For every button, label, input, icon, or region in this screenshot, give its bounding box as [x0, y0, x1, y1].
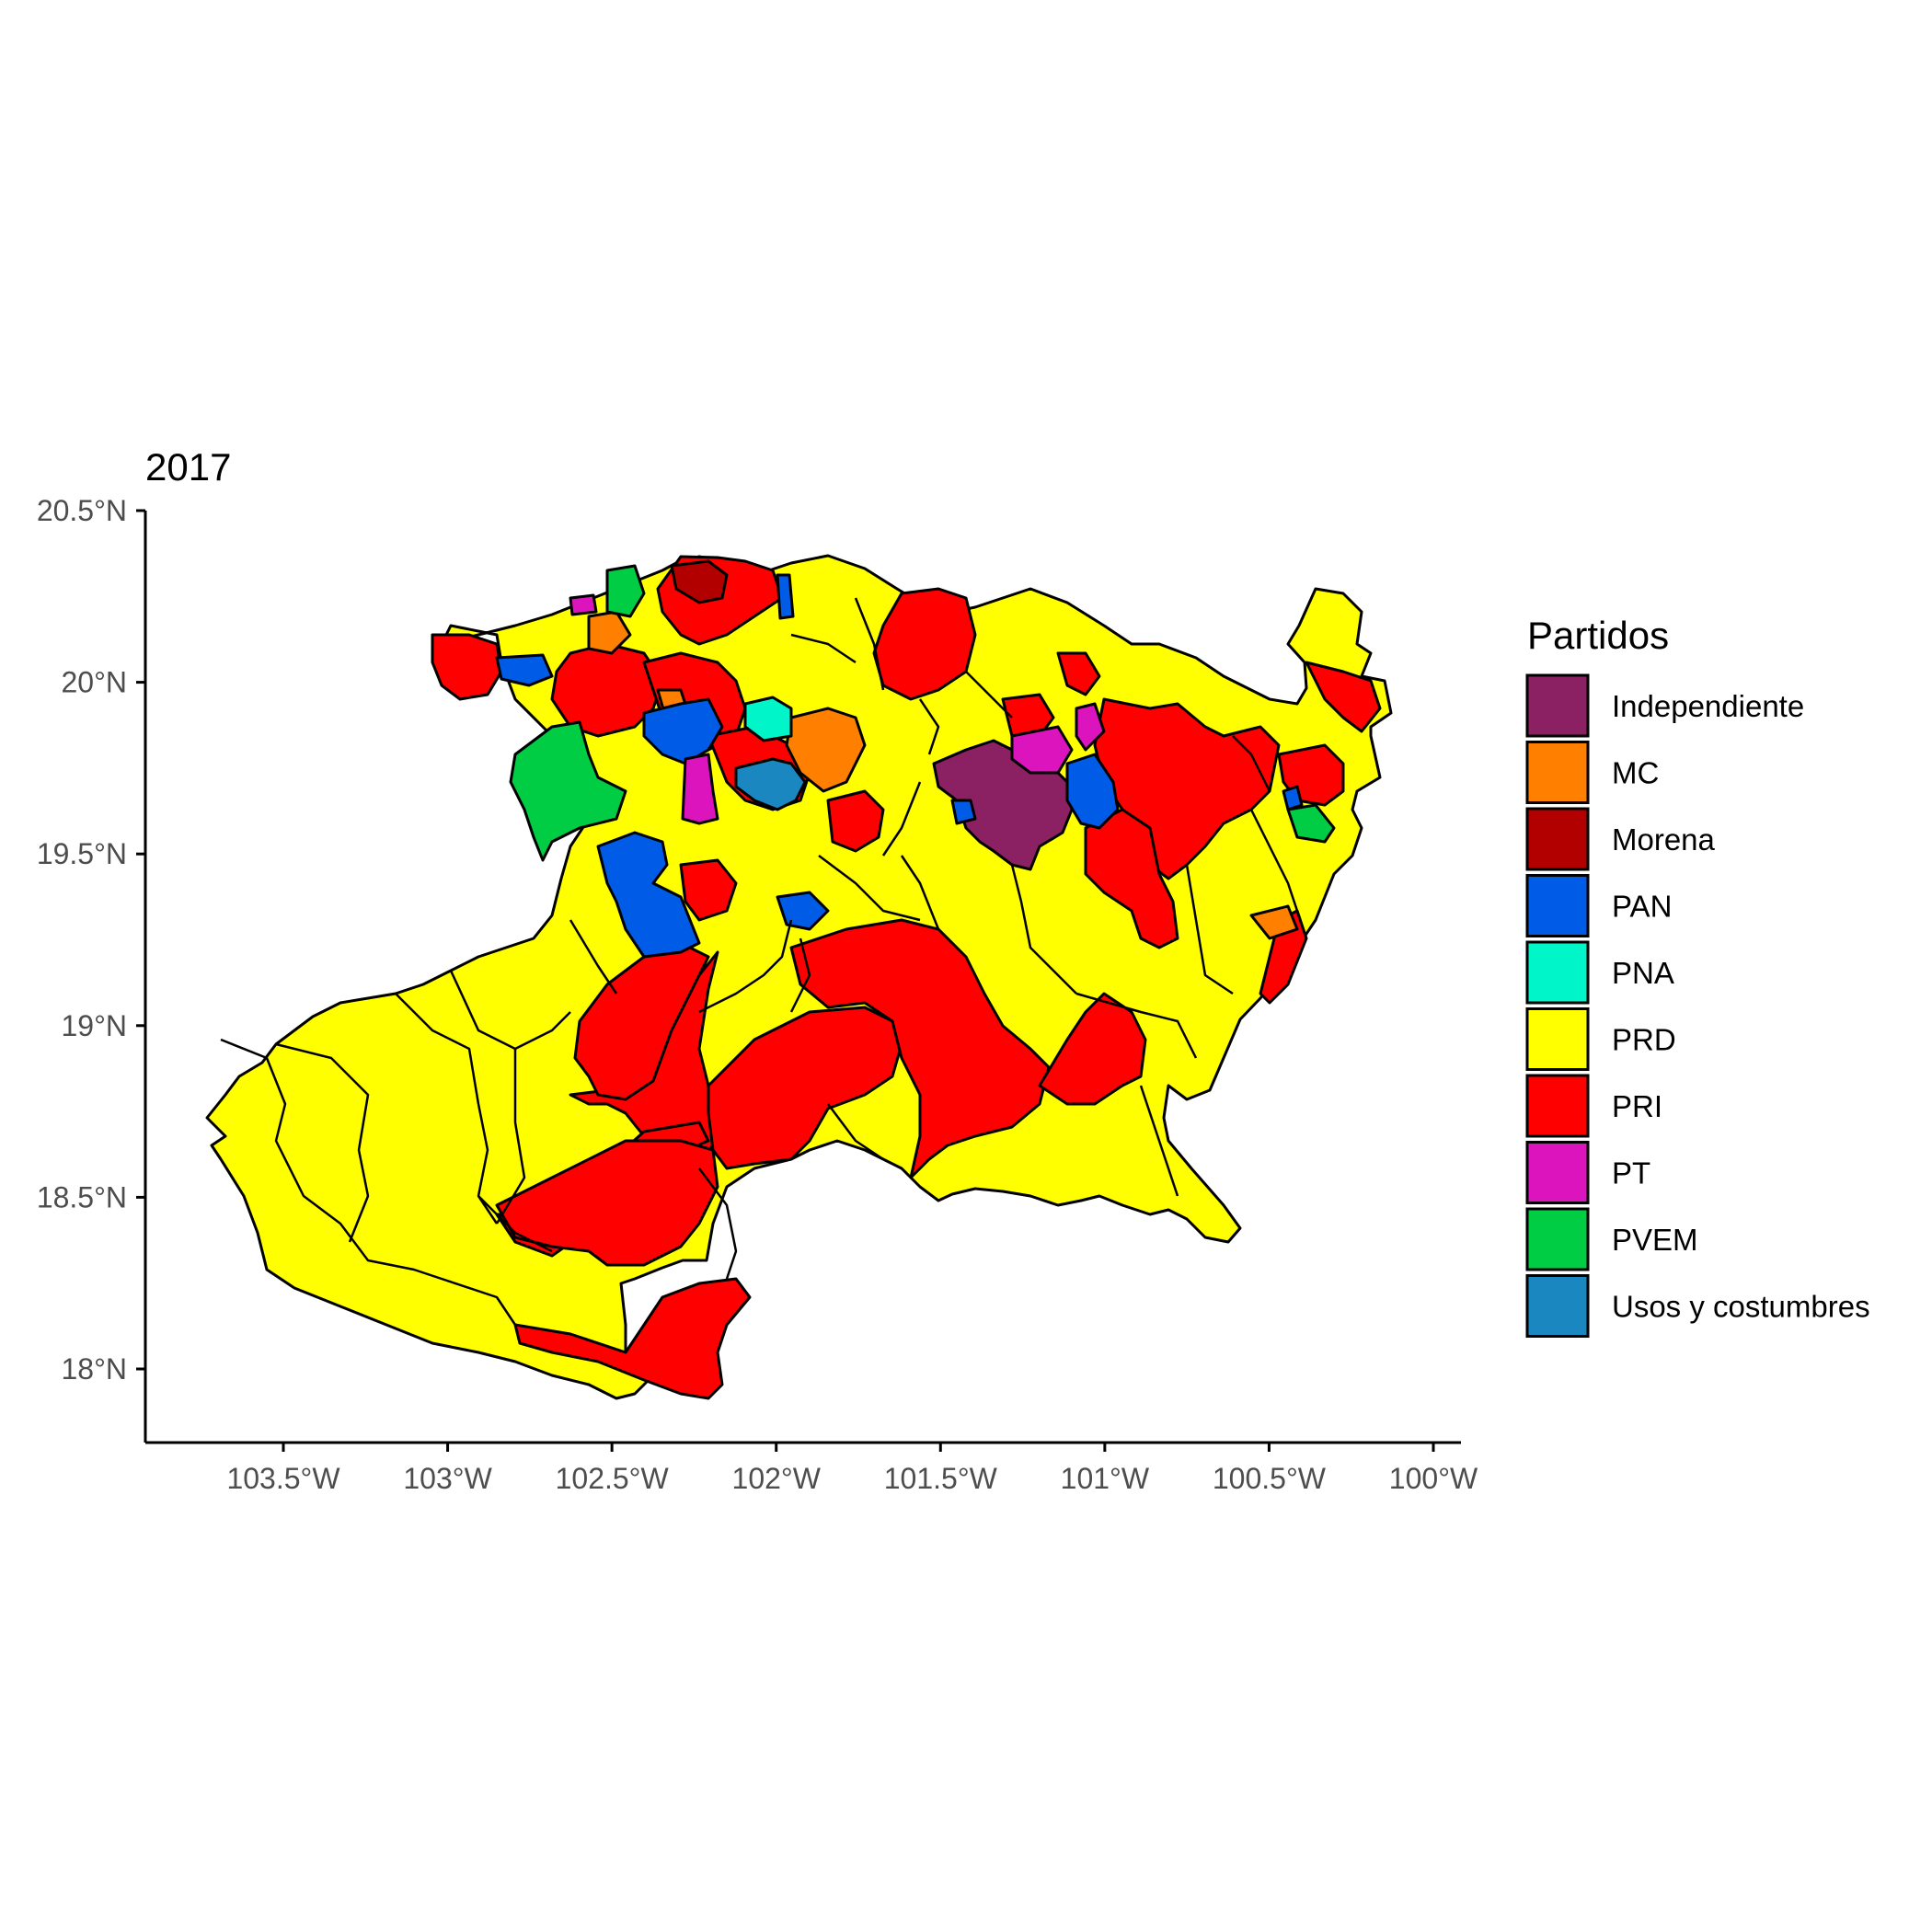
legend-label: Morena [1612, 822, 1716, 857]
region-pan-8 [1282, 785, 1304, 811]
legend-swatch [1525, 1007, 1590, 1071]
legend-label: PAN [1612, 890, 1672, 924]
x-tick-label: 102.5°W [556, 1462, 670, 1495]
axes [144, 511, 1461, 1444]
y-tick-label: 19.5°N [37, 837, 127, 870]
legend-title: Partidos [1527, 614, 1669, 657]
y-tick-label: 20°N [62, 666, 128, 699]
legend-swatch [1525, 807, 1590, 871]
y-tick-label: 18.5°N [37, 1180, 127, 1213]
region-pri-north-8 [679, 858, 738, 922]
legend-label: PVEM [1612, 1223, 1698, 1257]
region-morena [670, 559, 729, 604]
map-title: 2017 [145, 445, 231, 489]
region-pna [743, 696, 793, 742]
legend-swatch [1525, 1074, 1590, 1138]
legend-label: PRI [1612, 1089, 1662, 1123]
region-pt-1 [681, 753, 719, 825]
region-pri-north-9 [1001, 693, 1055, 738]
x-tick-label: 100.5°W [1213, 1462, 1327, 1495]
region-pvem-3 [1286, 803, 1336, 844]
legend-label: PT [1612, 1156, 1650, 1190]
region-pri-south-3 [495, 1139, 719, 1267]
legend-swatch [1525, 673, 1590, 738]
region-pri-ne-2 [1084, 808, 1179, 949]
region-pri-north-7 [826, 789, 885, 853]
region-pan-7 [776, 573, 795, 620]
municipality-borders [220, 597, 1299, 1326]
region-usos-y-costumbres [734, 757, 807, 811]
region-pri-coast [513, 1277, 752, 1400]
region-pri-east-south [1038, 992, 1147, 1106]
region-mc-1 [785, 707, 867, 793]
y-tick-label: 19°N [62, 1009, 128, 1042]
region-pan-6 [950, 799, 977, 825]
region-pvem-2 [605, 564, 646, 618]
region-pri-center [707, 1006, 903, 1170]
region-pvem-1 [509, 720, 627, 862]
region-pan-1 [596, 831, 701, 959]
y-tick-label: 18°N [62, 1352, 128, 1386]
region-pri-north-10 [1056, 651, 1101, 696]
region-pri-ne-5 [1259, 909, 1308, 1005]
region-pri-north-5 [431, 633, 503, 701]
legend-swatch [1525, 1274, 1590, 1338]
legend-swatch [1525, 1207, 1590, 1271]
region-pt-2 [1010, 725, 1074, 775]
x-tick-label: 102°W [732, 1462, 822, 1495]
x-tick-label: 100°W [1389, 1462, 1478, 1495]
region-pan-3 [495, 653, 554, 687]
region-pri-ne-3 [1305, 661, 1382, 733]
legend-label: Independiente [1612, 689, 1804, 723]
legend-label: Usos y costumbres [1612, 1290, 1870, 1324]
region-pri-center-2 [789, 918, 1051, 1179]
region-mc-4 [1249, 904, 1299, 940]
x-tick-label: 103.5°W [226, 1462, 340, 1495]
legend: Independiente MC Morena PAN PNA PRD PRI PT PVEM U… [1525, 673, 1870, 1338]
x-tick-label: 101.5°W [884, 1462, 998, 1495]
legend-swatch [1525, 874, 1590, 937]
legend-label: PRD [1612, 1023, 1676, 1057]
legend-label: PNA [1612, 956, 1674, 990]
municipality-map [205, 554, 1393, 1400]
region-pri-north-2 [550, 642, 664, 738]
y-tick-label: 20.5°N [37, 494, 127, 527]
legend-label: MC [1612, 756, 1659, 790]
legend-swatch [1525, 1141, 1590, 1204]
region-pt-3 [1075, 702, 1106, 752]
x-tick-label: 103°W [403, 1462, 492, 1495]
region-pan-4 [1065, 753, 1120, 830]
region-pan-2 [642, 697, 724, 765]
region-pt-4 [569, 593, 598, 616]
x-axis-ticks: 103.5°W 103°W 102.5°W 102°W 101.5°W 101°W 100.… [226, 1443, 1478, 1495]
region-pri-north-4 [872, 587, 977, 701]
x-tick-label: 101°W [1061, 1462, 1150, 1495]
legend-swatch [1525, 940, 1590, 1005]
y-axis-ticks: 20.5°N 20°N 19.5°N 19°N 18.5°N 18°N [37, 494, 145, 1386]
legend-swatch [1525, 741, 1590, 804]
